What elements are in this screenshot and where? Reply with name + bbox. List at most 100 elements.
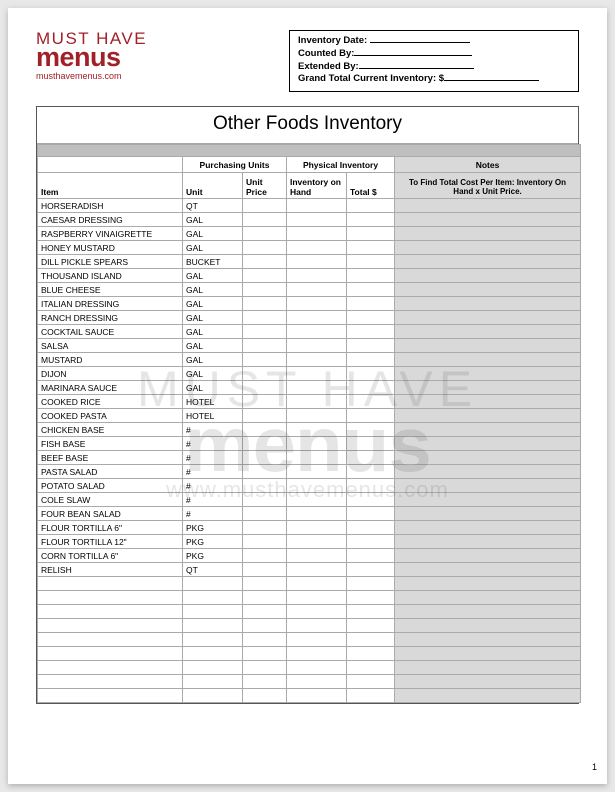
cell-total [347,227,395,241]
cell-total [347,213,395,227]
table-row: DILL PICKLE SPEARSBUCKET [38,255,581,269]
cell-unit: GAL [183,353,243,367]
cell-total [347,549,395,563]
cell-notes [395,507,581,521]
cell-unit: GAL [183,241,243,255]
cell-inv-on-hand [287,241,347,255]
cell-inv-on-hand [287,199,347,213]
cell-unit: GAL [183,227,243,241]
col-inv-on-hand: Inventory on Hand [287,173,347,199]
cell-inv-on-hand [287,563,347,577]
table-row: COLE SLAW# [38,493,581,507]
table-row: MUSTARDGAL [38,353,581,367]
table-row: THOUSAND ISLANDGAL [38,269,581,283]
cell-total [347,283,395,297]
data-rows: HORSERADISHQTCAESAR DRESSINGGALRASPBERRY… [38,199,581,703]
cell-total [347,297,395,311]
table-row: CORN TORTILLA 6"PKG [38,549,581,563]
blank-line [359,68,474,69]
cell-total [347,451,395,465]
cell-unit-price [243,409,287,423]
cell-inv-on-hand [287,521,347,535]
cell-inv-on-hand [287,367,347,381]
cell-unit-price [243,563,287,577]
table-row: COOKED PASTAHOTEL [38,409,581,423]
inventory-table: Purchasing Units Physical Inventory Note… [37,144,581,703]
table-row: FISH BASE# [38,437,581,451]
col-item: Item [38,173,183,199]
table-row: ITALIAN DRESSINGGAL [38,297,581,311]
cell-item: RELISH [38,563,183,577]
cell-notes [395,255,581,269]
cell-unit: # [183,493,243,507]
meta-extended-by: Extended By: [298,61,570,74]
cell-unit-price [243,395,287,409]
cell-inv-on-hand [287,465,347,479]
cell-unit: QT [183,199,243,213]
cell-inv-on-hand [287,213,347,227]
meta-box: Inventory Date: Counted By: Extended By:… [289,30,579,92]
cell-unit: GAL [183,367,243,381]
cell-item: FOUR BEAN SALAD [38,507,183,521]
cell-notes [395,451,581,465]
cell-inv-on-hand [287,325,347,339]
cell-notes [395,325,581,339]
table-row: RANCH DRESSINGGAL [38,311,581,325]
cell-unit-price [243,213,287,227]
table-row-empty [38,619,581,633]
cell-inv-on-hand [287,423,347,437]
table-row-empty [38,605,581,619]
cell-unit-price [243,255,287,269]
sheet-title: Other Foods Inventory [37,107,578,144]
cell-total [347,381,395,395]
logo-url: musthavemenus.com [36,72,147,81]
cell-unit: GAL [183,381,243,395]
cell-unit-price [243,297,287,311]
cell-item: CAESAR DRESSING [38,213,183,227]
col-unit-price: Unit Price [243,173,287,199]
cell-total [347,507,395,521]
cell-unit-price [243,451,287,465]
table-row-empty [38,661,581,675]
cell-total [347,269,395,283]
cell-notes [395,283,581,297]
cell-inv-on-hand [287,339,347,353]
col-unit: Unit [183,173,243,199]
cell-notes [395,367,581,381]
cell-unit: HOTEL [183,395,243,409]
cell-total [347,353,395,367]
cell-total [347,395,395,409]
cell-notes [395,479,581,493]
table-row: RASPBERRY VINAIGRETTEGAL [38,227,581,241]
column-header-row: Item Unit Unit Price Inventory on Hand T… [38,173,581,199]
spacer-row [38,145,581,157]
table-row: HONEY MUSTARDGAL [38,241,581,255]
cell-unit: # [183,465,243,479]
table-row: PASTA SALAD# [38,465,581,479]
cell-inv-on-hand [287,409,347,423]
cell-total [347,423,395,437]
cell-unit-price [243,423,287,437]
cell-notes [395,311,581,325]
table-row-empty [38,647,581,661]
cell-item: THOUSAND ISLAND [38,269,183,283]
cell-item: COOKED RICE [38,395,183,409]
cell-item: RANCH DRESSING [38,311,183,325]
table-row: RELISHQT [38,563,581,577]
cell-unit-price [243,339,287,353]
cell-unit-price [243,437,287,451]
cell-unit: PKG [183,521,243,535]
cell-item: RASPBERRY VINAIGRETTE [38,227,183,241]
cell-unit-price [243,479,287,493]
cell-unit-price [243,367,287,381]
cell-total [347,311,395,325]
cell-notes [395,549,581,563]
cell-total [347,563,395,577]
cell-item: MUSTARD [38,353,183,367]
cell-unit: GAL [183,269,243,283]
cell-item: BLUE CHEESE [38,283,183,297]
cell-inv-on-hand [287,395,347,409]
cell-item: ITALIAN DRESSING [38,297,183,311]
cell-unit-price [243,269,287,283]
meta-counted-by: Counted By: [298,48,570,61]
